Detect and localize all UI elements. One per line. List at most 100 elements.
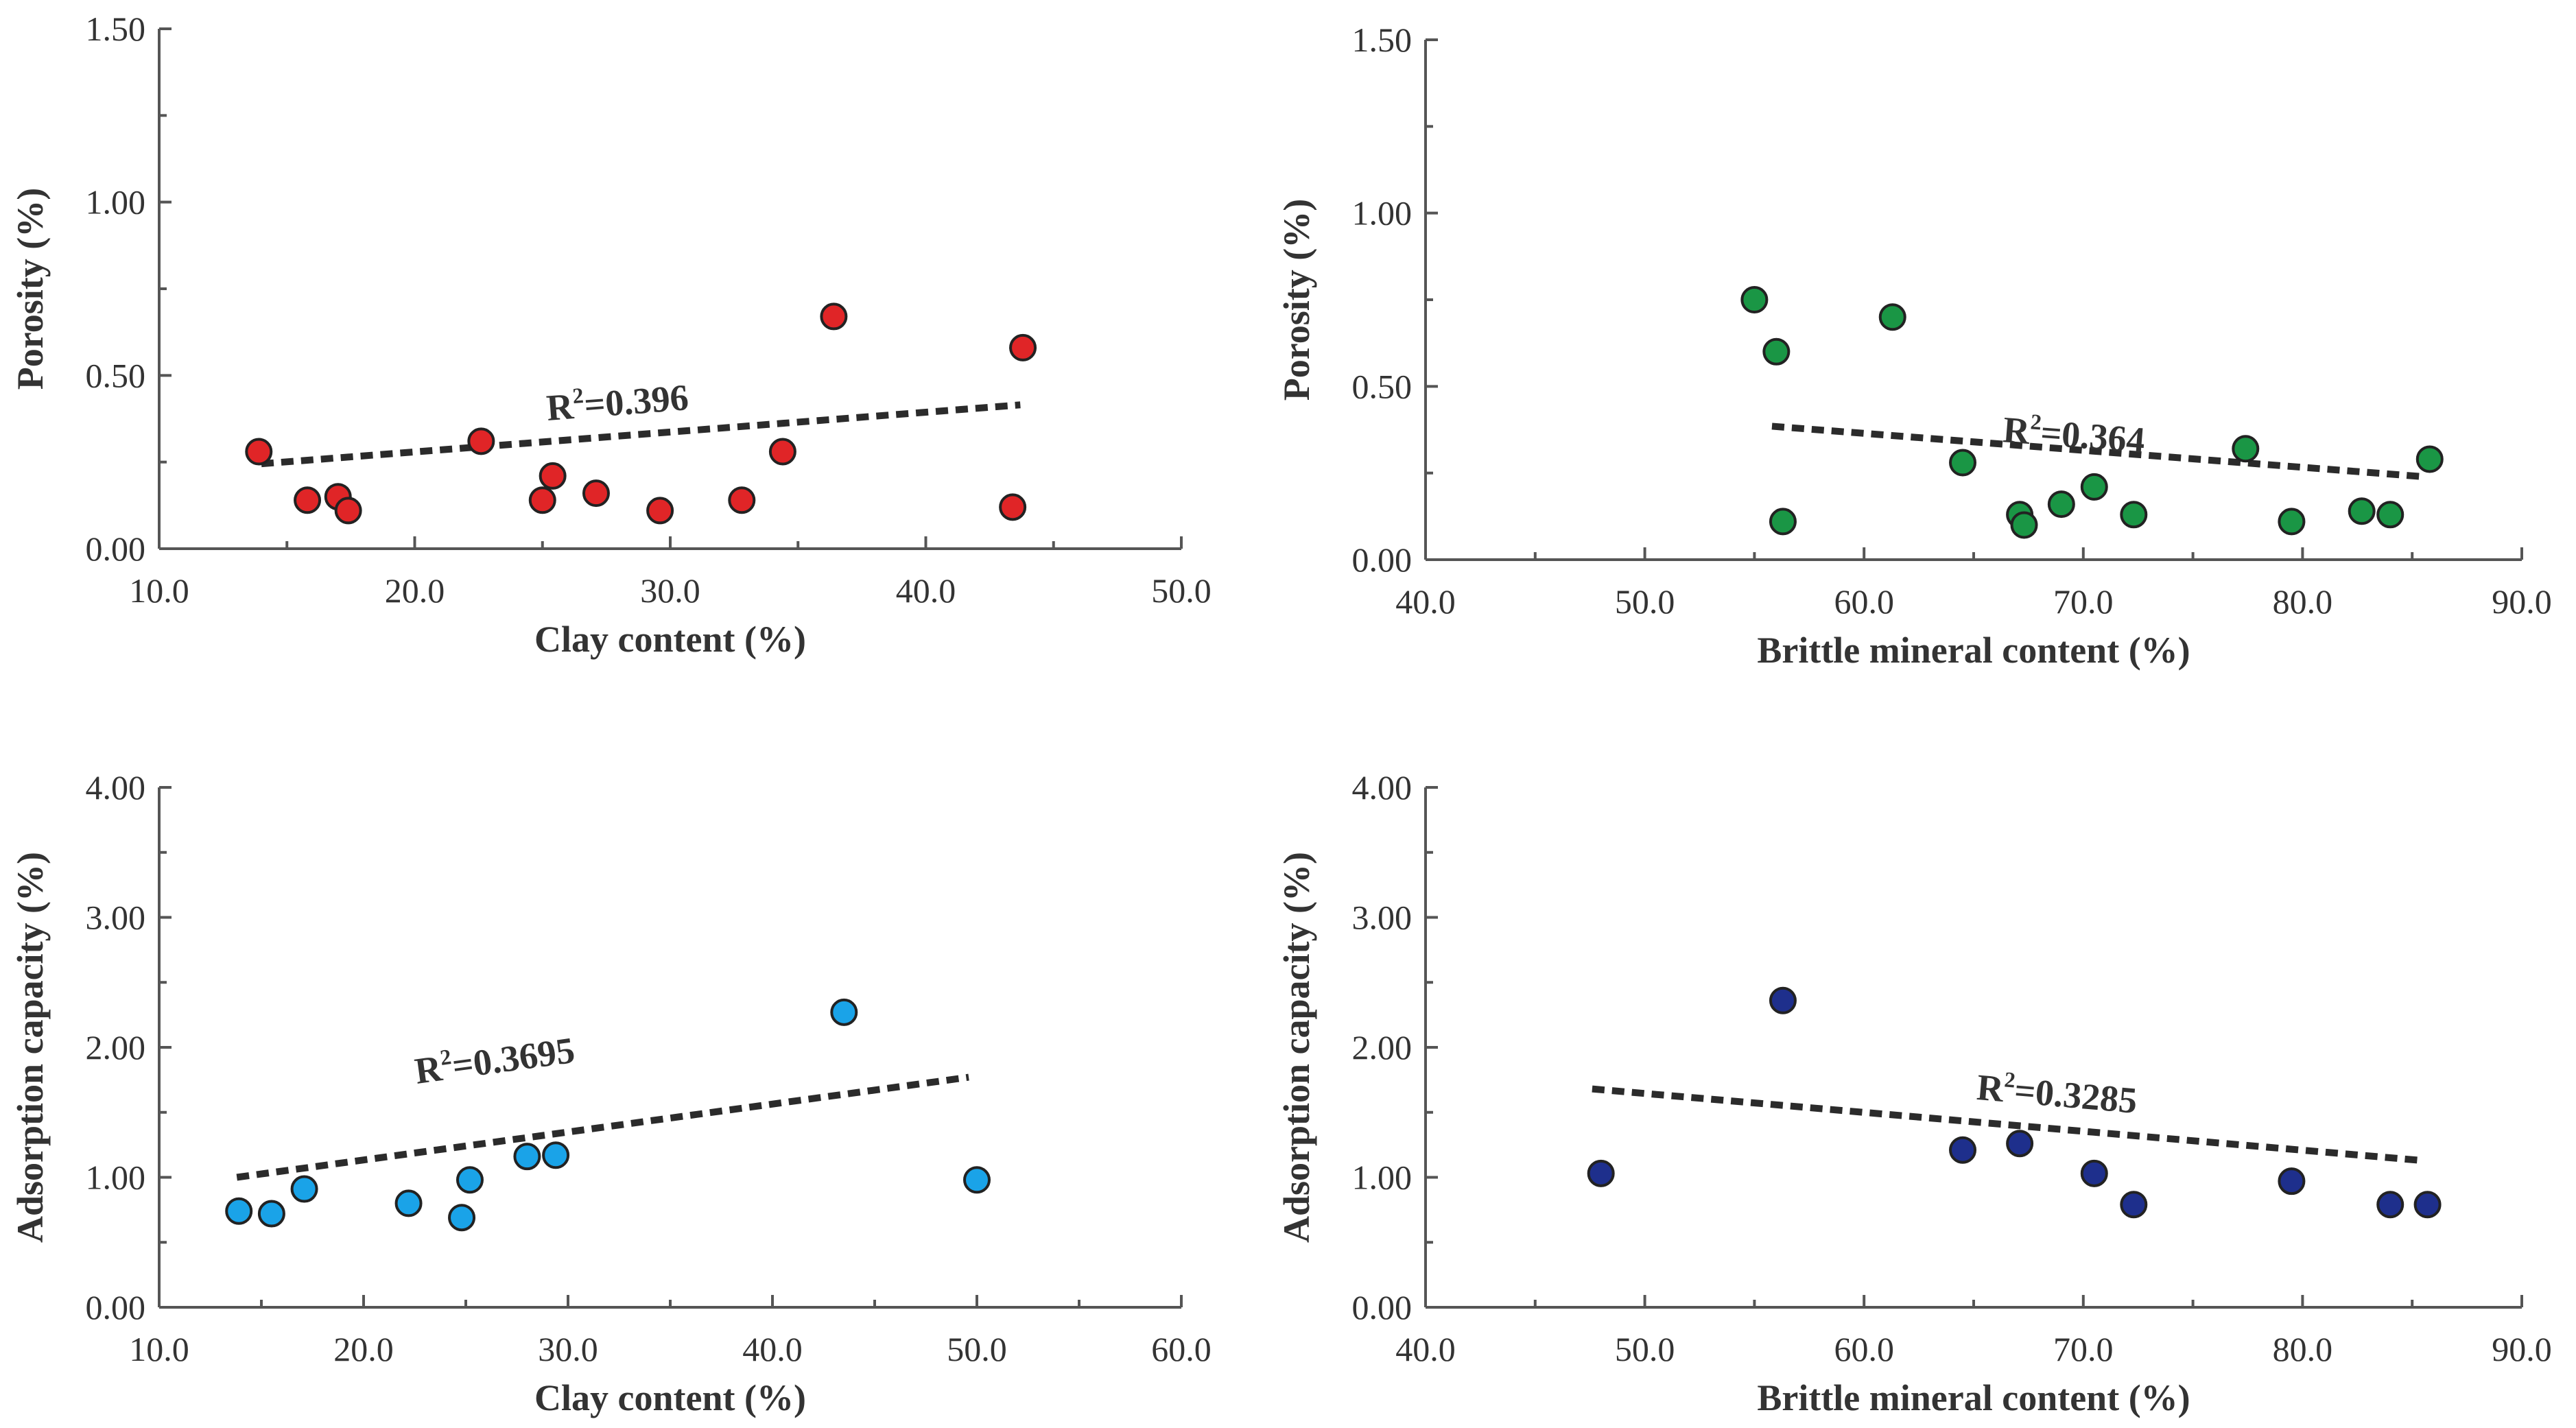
x-axis-title: Clay content (%) [534,619,806,660]
y-tick-label: 1.00 [1352,194,1413,233]
y-tick-label: 1.50 [86,10,146,48]
x-tick-label: 10.0 [129,571,189,610]
data-point [2006,1130,2034,1158]
data-point [245,438,273,466]
r-squared-label: R2=0.3285 [1975,1064,2139,1121]
data-point [2120,501,2148,529]
y-tick-label: 4.00 [86,768,146,807]
trend-line [261,401,1021,468]
x-tick-label: 90.0 [2492,582,2552,621]
chart-panel-brittle-porosity: 40.0 50.0 60.0 70.0 80.0 90.0 0.00 0.50 1.00 1.50… [1276,21,2552,671]
data-point [2376,1191,2404,1219]
r-squared-value: =0.396 [582,377,689,426]
x-tick-label: 20.0 [333,1330,394,1368]
data-point [2080,1159,2108,1187]
r-squared-symbol: R [2002,409,2033,452]
data-point [334,497,362,525]
x-tick-label: 30.0 [538,1330,598,1368]
x-tick-label: 70.0 [2053,582,2114,621]
data-point [448,1204,476,1232]
data-point [2415,445,2444,473]
y-tick-label: 0.50 [86,356,146,394]
y-tick-label: 1.00 [86,1158,146,1197]
y-tick-label: 2.00 [86,1028,146,1067]
data-point [820,302,848,331]
r-squared-label: R2=0.396 [545,374,690,429]
y-axis-title: Porosity (%) [10,188,51,390]
data-point [290,1175,318,1203]
x-tick-label: 50.0 [947,1330,1007,1368]
x-tick-label: 40.0 [896,571,956,610]
data-point [539,462,567,490]
data-point [2232,435,2260,463]
data-point [2278,1167,2306,1195]
data-point [542,1141,570,1169]
y-tick-label: 1.50 [1352,21,1413,59]
y-tick-label: 3.00 [1352,899,1413,937]
y-tick-label: 0.00 [86,529,146,568]
data-point [1878,303,1906,331]
y-tick-label: 0.00 [86,1288,146,1326]
r-squared-symbol: R [412,1047,445,1092]
data-point [1769,508,1797,536]
chart-panel-clay-porosity: 10.0 20.0 30.0 40.0 50.0 0.00 0.50 1.00 1.50 Clay… [10,10,1212,660]
y-axis-title: Porosity (%) [1276,199,1317,401]
data-point [2120,1191,2148,1219]
data-point [830,998,858,1026]
x-axis-title: Brittle mineral content (%) [1757,630,2190,671]
data-point [467,427,495,455]
x-tick-label: 50.0 [1615,582,1675,621]
data-point [1949,449,1977,477]
r-squared-value: =0.3285 [2013,1070,2139,1121]
y-tick-label: 1.00 [1352,1158,1413,1197]
y-tick-label: 2.00 [1352,1028,1413,1067]
data-point [2348,497,2376,525]
data-point [728,486,756,514]
data-point [2278,508,2306,536]
x-tick-label: 80.0 [2273,582,2333,621]
data-point [582,479,610,508]
x-tick-label: 70.0 [2053,1330,2114,1368]
r-squared-value: =0.3695 [449,1030,577,1087]
r-squared-label: R2=0.364 [2002,407,2147,461]
data-point [528,486,556,514]
y-tick-label: 0.00 [1352,540,1413,579]
data-point [1587,1159,1615,1187]
x-tick-label: 40.0 [742,1330,803,1368]
r-squared-symbol: R [545,385,576,429]
y-tick-label: 3.00 [86,899,146,937]
data-point [294,486,322,514]
data-point [225,1197,253,1225]
data-point [768,438,796,466]
r-squared-label: R2=0.3695 [412,1027,578,1092]
x-tick-label: 30.0 [640,571,700,610]
trend-line [1592,1085,2422,1164]
data-point [2010,511,2038,539]
data-point [257,1200,285,1228]
data-point [1762,337,1791,366]
data-point [1740,286,1769,313]
x-tick-label: 10.0 [129,1330,189,1368]
x-tick-label: 90.0 [2492,1330,2552,1368]
data-point [2413,1191,2442,1219]
data-point [1769,986,1797,1014]
y-axis-title: Adsorption capacity (%) [1276,852,1317,1243]
x-axis-title: Brittle mineral content (%) [1757,1377,2190,1418]
y-tick-label: 0.50 [1352,367,1413,405]
data-point [2047,490,2075,519]
x-tick-label: 60.0 [1151,1330,1212,1368]
data-point [963,1166,991,1194]
data-point [999,493,1027,521]
data-point [1949,1136,1977,1164]
chart-panel-clay-adsorption: 10.0 20.0 30.0 40.0 50.0 60.0 0.00 1.00 2.00 3.00… [10,768,1212,1418]
trend-line [1771,423,2422,480]
data-point [2376,501,2404,529]
x-tick-label: 40.0 [1395,1330,1456,1368]
r-squared-superscript: 2 [571,383,584,408]
x-tick-label: 60.0 [1834,582,1894,621]
x-tick-label: 60.0 [1834,1330,1894,1368]
data-point [2080,473,2108,501]
x-tick-label: 80.0 [2273,1330,2333,1368]
x-tick-label: 50.0 [1615,1330,1675,1368]
